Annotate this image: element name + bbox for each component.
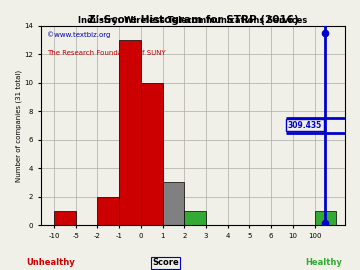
Bar bbox=[184, 211, 206, 225]
Title: Z’-Score Histogram for STRP (2016): Z’-Score Histogram for STRP (2016) bbox=[87, 15, 298, 25]
Text: 309.435: 309.435 bbox=[288, 121, 322, 130]
Bar bbox=[98, 197, 119, 225]
Bar bbox=[119, 40, 141, 225]
Text: ©www.textbiz.org: ©www.textbiz.org bbox=[47, 32, 111, 38]
Bar bbox=[54, 211, 76, 225]
Bar bbox=[315, 211, 336, 225]
Text: Score: Score bbox=[152, 258, 179, 267]
Y-axis label: Number of companies (31 total): Number of companies (31 total) bbox=[15, 69, 22, 181]
Text: Unhealthy: Unhealthy bbox=[26, 258, 75, 267]
Bar bbox=[141, 83, 163, 225]
Text: The Research Foundation of SUNY: The Research Foundation of SUNY bbox=[47, 50, 166, 56]
Text: Industry: Wireless Telecommunications Services: Industry: Wireless Telecommunications Se… bbox=[78, 16, 307, 25]
Text: Healthy: Healthy bbox=[306, 258, 342, 267]
Bar bbox=[163, 183, 184, 225]
